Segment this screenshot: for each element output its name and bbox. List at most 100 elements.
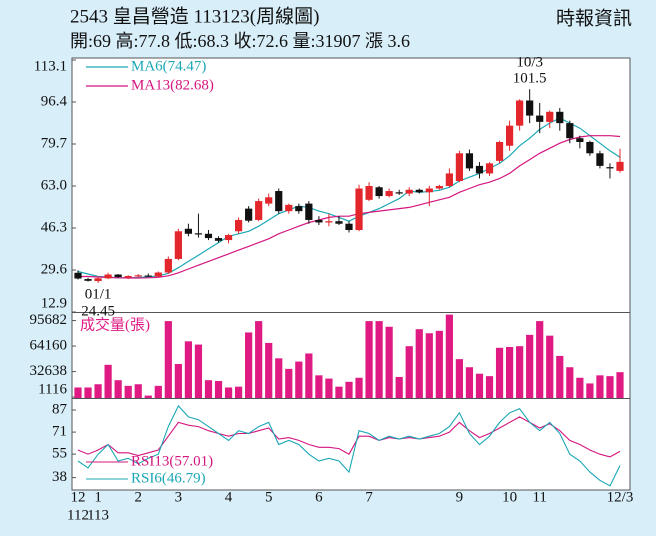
candle-body <box>255 201 263 220</box>
candle-body <box>295 206 303 212</box>
volume-bar <box>576 377 584 398</box>
y-tick-label: 46.3 <box>41 219 67 235</box>
volume-bar <box>214 381 223 398</box>
volume-bar <box>315 375 323 398</box>
volume-bar <box>245 332 253 398</box>
candle-body <box>385 191 393 197</box>
volume-bar <box>405 346 413 398</box>
ma-line <box>78 135 621 279</box>
y-tick-label: 79.7 <box>41 135 68 151</box>
x-tick-label: 10 <box>502 489 517 505</box>
volume-bar <box>606 376 614 398</box>
candle-body <box>616 161 624 171</box>
candle-body <box>355 188 363 231</box>
volume-bar <box>485 376 494 398</box>
candle-body <box>245 208 253 221</box>
volume-bar <box>255 321 263 398</box>
volume-bar <box>616 372 624 398</box>
candle-body <box>84 279 92 281</box>
volume-bar <box>174 364 182 398</box>
annotation-value: 24.45 <box>81 303 115 319</box>
volume-bar <box>275 358 283 398</box>
volume-bar <box>425 333 433 398</box>
candle-body <box>275 191 283 212</box>
candle-body <box>164 258 172 273</box>
volume-bar <box>114 380 122 398</box>
volume-bar <box>435 330 443 398</box>
y-tick-label: 29.6 <box>41 261 68 277</box>
candle-body <box>526 100 534 116</box>
volume-bar <box>335 386 343 398</box>
candle-body <box>194 233 203 235</box>
x-tick-label: 11 <box>532 489 546 505</box>
volume-bar <box>144 395 152 398</box>
candle-body <box>204 233 213 239</box>
annotation-date: 01/1 <box>85 286 112 302</box>
x-tick-label: 1 <box>94 489 102 505</box>
rsi-line <box>77 404 621 487</box>
candle-body <box>124 276 132 278</box>
volume-bar <box>184 341 193 398</box>
volume-bar <box>495 347 504 398</box>
candle-body <box>365 186 373 200</box>
candle-body <box>475 165 484 174</box>
candle-body <box>214 238 223 241</box>
candle-body <box>556 111 564 124</box>
candle-body <box>395 192 403 194</box>
volume-bar <box>445 314 453 398</box>
x-tick-label: 4 <box>225 489 233 505</box>
volume-bar <box>285 368 293 398</box>
candle-body <box>114 274 122 278</box>
source: 時報資訊 <box>556 7 632 29</box>
volume-bar <box>234 386 243 398</box>
candle-body <box>375 187 383 197</box>
candle-body <box>586 141 594 154</box>
candle-body <box>546 111 554 122</box>
candle-body <box>485 163 494 174</box>
volume-bar <box>505 347 514 398</box>
candle-body <box>335 221 343 224</box>
volume-bar <box>124 385 132 398</box>
y-tick-label: 96.4 <box>41 93 68 109</box>
y-tick-label: 64160 <box>30 337 68 353</box>
candle-body <box>405 189 413 194</box>
candle-body <box>134 275 142 277</box>
volume-bar <box>94 384 102 398</box>
x-tick-label: 7 <box>365 489 373 505</box>
volume-bar <box>415 329 423 398</box>
candle-body <box>465 153 474 169</box>
candle-body <box>265 197 273 204</box>
volume-bar <box>546 335 554 398</box>
panel-label: 成交量(張) <box>80 315 150 333</box>
annotation-date: 10/3 <box>516 55 543 71</box>
legend-label: RSI13(57.01) <box>131 453 213 469</box>
volume-bar <box>516 346 524 398</box>
volume-bar <box>74 387 82 398</box>
candle-body <box>415 189 423 193</box>
volume-bar <box>134 384 142 398</box>
candle-body <box>516 100 524 126</box>
volume-bar <box>475 373 484 398</box>
candle-body <box>224 235 233 241</box>
x-tick-label: 3 <box>175 489 183 505</box>
candle-body <box>104 274 112 279</box>
candle-body <box>505 125 514 146</box>
volume-bar <box>154 385 162 398</box>
candle-body <box>495 141 504 161</box>
x-year-label: 113 <box>87 507 109 523</box>
volume-bar <box>194 344 203 398</box>
y-tick-label: 113.1 <box>34 58 67 74</box>
y-tick-label: 1116 <box>38 381 67 397</box>
volume-bar <box>395 376 403 398</box>
volume-bar <box>305 353 313 398</box>
volume-bar <box>204 380 213 398</box>
x-tick-label: 6 <box>315 489 323 505</box>
legend-label: RSI6(46.79) <box>131 470 206 486</box>
candle-body <box>74 272 82 279</box>
candle-body <box>184 228 193 234</box>
volume-bar <box>526 334 534 398</box>
candle-body <box>234 219 243 232</box>
volume-bar <box>104 364 112 398</box>
y-tick-label: 63.0 <box>41 177 67 193</box>
candle-body <box>345 223 353 231</box>
